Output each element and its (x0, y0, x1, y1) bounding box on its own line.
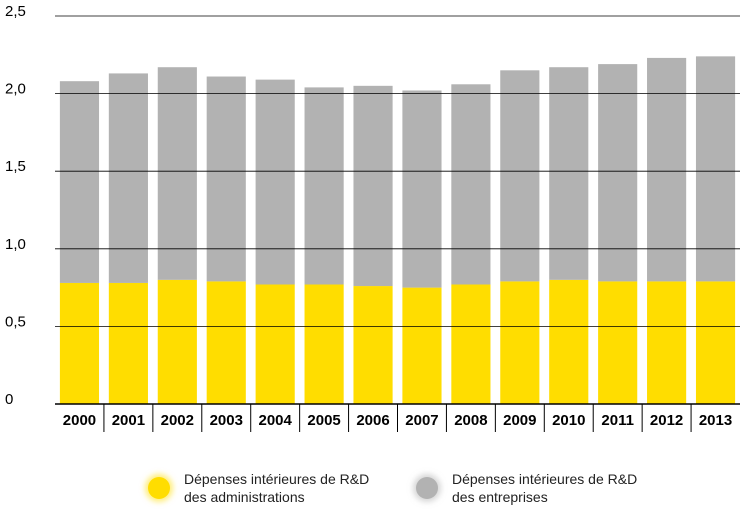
x-tick-label: 2010 (552, 412, 585, 429)
bar-segment (695, 281, 736, 404)
bar-segment (402, 287, 442, 404)
bar-segment (59, 282, 100, 404)
legend-swatch (148, 477, 170, 499)
x-tick-label: 2004 (258, 412, 292, 429)
legend-item: Dépenses intérieures de R&D des entrepri… (416, 470, 657, 506)
bar-segment (304, 87, 344, 285)
bar-segment (108, 73, 148, 283)
legend-item: Dépenses intérieures de R&D des administ… (148, 470, 389, 506)
y-tick-label: 2,0 (5, 81, 26, 98)
x-tick-label: 2007 (405, 412, 438, 429)
bar-segment (59, 81, 100, 283)
x-tick-label: 2009 (503, 412, 536, 429)
bar-segment (402, 90, 442, 288)
bar-segment (255, 79, 295, 285)
bar-segment (500, 70, 540, 282)
y-tick-label: 1,0 (5, 236, 26, 253)
legend-swatch (416, 477, 438, 499)
bar-segment (157, 279, 197, 404)
bar-segment (108, 282, 148, 404)
x-tick-label: 2001 (112, 412, 145, 429)
x-tick-label: 2000 (63, 412, 96, 429)
x-tick-label: 2006 (356, 412, 389, 429)
x-tick-label: 2008 (454, 412, 487, 429)
bar-segment (549, 279, 589, 404)
bar-segment (206, 281, 246, 404)
y-tick-label: 2,5 (5, 3, 26, 20)
bar-segment (157, 67, 197, 280)
bar-segment (598, 64, 638, 282)
legend-label: Dépenses intérieures de R&D des entrepri… (452, 471, 638, 505)
y-tick-label: 1,5 (5, 158, 26, 175)
bar-segment (304, 284, 344, 404)
y-tick-label: 0 (5, 391, 13, 408)
legend-label: Dépenses intérieures de R&D des administ… (184, 471, 370, 505)
bar-segment (500, 281, 540, 404)
bar-segment (255, 284, 295, 404)
bar-segment (353, 286, 393, 404)
bar-segment (695, 56, 736, 282)
x-tick-label: 2005 (307, 412, 340, 429)
bar-segment (451, 84, 491, 285)
x-tick-label: 2003 (210, 412, 243, 429)
bar-segment (647, 281, 687, 404)
y-tick-label: 0,5 (5, 313, 26, 330)
bar-segment (206, 76, 246, 282)
bar-segment (598, 281, 638, 404)
x-tick-label: 2012 (650, 412, 683, 429)
x-tick-label: 2013 (699, 412, 732, 429)
bar-segment (353, 85, 393, 287)
bar-segment (647, 57, 687, 282)
x-tick-label: 2011 (601, 412, 634, 429)
bar-segment (451, 284, 491, 404)
x-tick-label: 2002 (161, 412, 194, 429)
bar-segment (549, 67, 589, 280)
